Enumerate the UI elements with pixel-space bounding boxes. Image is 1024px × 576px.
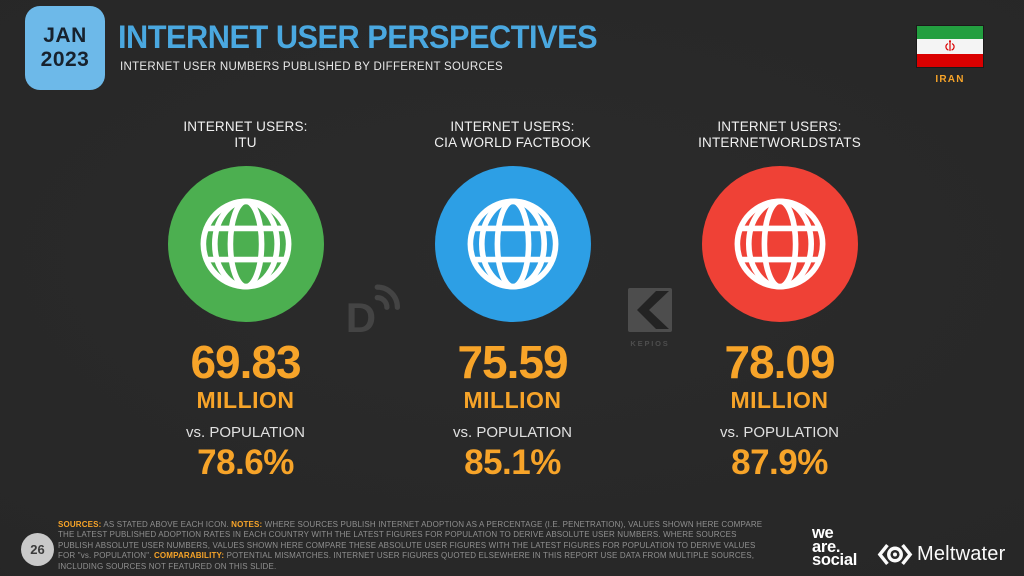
page-number-badge: 26 <box>21 533 54 566</box>
flag-stripe-red <box>917 54 983 67</box>
was-line-1: we <box>812 524 834 542</box>
page-title: INTERNET USER PERSPECTIVES <box>118 19 598 55</box>
users-value: 78.09 <box>724 336 835 388</box>
date-month: JAN <box>43 24 87 47</box>
notes-label: NOTES: <box>231 520 263 529</box>
source-label: INTERNET USERS: ITU <box>112 119 379 151</box>
source-label-line1: INTERNET USERS: <box>717 119 842 134</box>
vs-population-label: vs. POPULATION <box>453 424 572 441</box>
iran-emblem-icon <box>945 39 955 51</box>
vs-population-value: 78.6% <box>197 443 294 482</box>
globe-icon <box>200 198 291 290</box>
globe-icon <box>734 198 825 290</box>
iran-flag-icon <box>917 26 983 67</box>
source-label-line2: CIA WORLD FACTBOOK <box>434 135 591 150</box>
datareportal-watermark-icon: D <box>346 284 400 340</box>
source-label-line2: ITU <box>234 135 257 150</box>
date-year: 2023 <box>40 48 90 71</box>
kepios-label: KEPIOS <box>630 339 670 348</box>
comparability-text: POTENTIAL MISMATCHES. INTERNET USER FIGU… <box>58 551 755 571</box>
flag-stripe-green <box>917 26 983 39</box>
notes-text: WHERE SOURCES PUBLISH INTERNET ADOPTION … <box>58 520 763 561</box>
meltwater-label: Meltwater <box>917 543 1006 565</box>
vs-population-label: vs. POPULATION <box>186 424 305 441</box>
users-value: 69.83 <box>190 336 301 388</box>
source-label-line2: INTERNETWORLDSTATS <box>698 135 861 150</box>
source-label: INTERNET USERS: CIA WORLD FACTBOOK <box>379 119 646 151</box>
comparability-label: COMPARABILITY: <box>153 551 225 561</box>
we-are-social-logo: we are. social <box>812 524 857 569</box>
sources-label: SOURCES: <box>58 520 102 529</box>
meltwater-logo: Meltwater <box>877 541 1006 568</box>
country-label: IRAN <box>935 74 965 85</box>
users-unit: MILLION <box>463 387 562 413</box>
source-column-cia: INTERNET USERS: CIA WORLD FACTBOOK 75.59… <box>379 119 646 481</box>
page-subtitle: INTERNET USER NUMBERS PUBLISHED BY DIFFE… <box>120 61 504 73</box>
source-label-line1: INTERNET USERS: <box>183 119 308 134</box>
source-label: INTERNET USERS: INTERNETWORLDSTATS <box>646 119 913 151</box>
kepios-logo-icon <box>628 288 672 332</box>
sources-comparison: INTERNET USERS: ITU 69.83 MILLION vs. PO… <box>112 119 913 481</box>
vs-population-value: 87.9% <box>731 443 828 482</box>
sources-note: SOURCES: AS STATED ABOVE EACH ICON. NOTE… <box>58 520 764 572</box>
source-label-line1: INTERNET USERS: <box>450 119 575 134</box>
source-column-itu: INTERNET USERS: ITU 69.83 MILLION vs. PO… <box>112 119 379 481</box>
users-unit: MILLION <box>196 387 295 413</box>
vs-population-value: 85.1% <box>464 443 561 482</box>
was-line-2: are. <box>812 537 841 556</box>
globe-circle <box>167 166 324 322</box>
globe-circle <box>434 166 591 322</box>
sources-text: AS STATED ABOVE EACH ICON. <box>101 520 232 529</box>
country-flag-block: IRAN <box>917 26 983 85</box>
source-column-internetworldstats: INTERNET USERS: INTERNETWORLDSTATS 78.09… <box>646 119 913 481</box>
svg-text:D: D <box>346 294 376 340</box>
was-line-3: social <box>812 551 857 569</box>
users-value: 75.59 <box>457 336 568 388</box>
kepios-watermark: KEPIOS <box>626 288 674 348</box>
meltwater-eye-icon <box>877 543 913 566</box>
globe-circle <box>701 166 858 322</box>
users-unit: MILLION <box>730 387 829 413</box>
date-badge: JAN 2023 <box>25 6 105 90</box>
globe-icon <box>467 198 558 290</box>
vs-population-label: vs. POPULATION <box>720 424 839 441</box>
